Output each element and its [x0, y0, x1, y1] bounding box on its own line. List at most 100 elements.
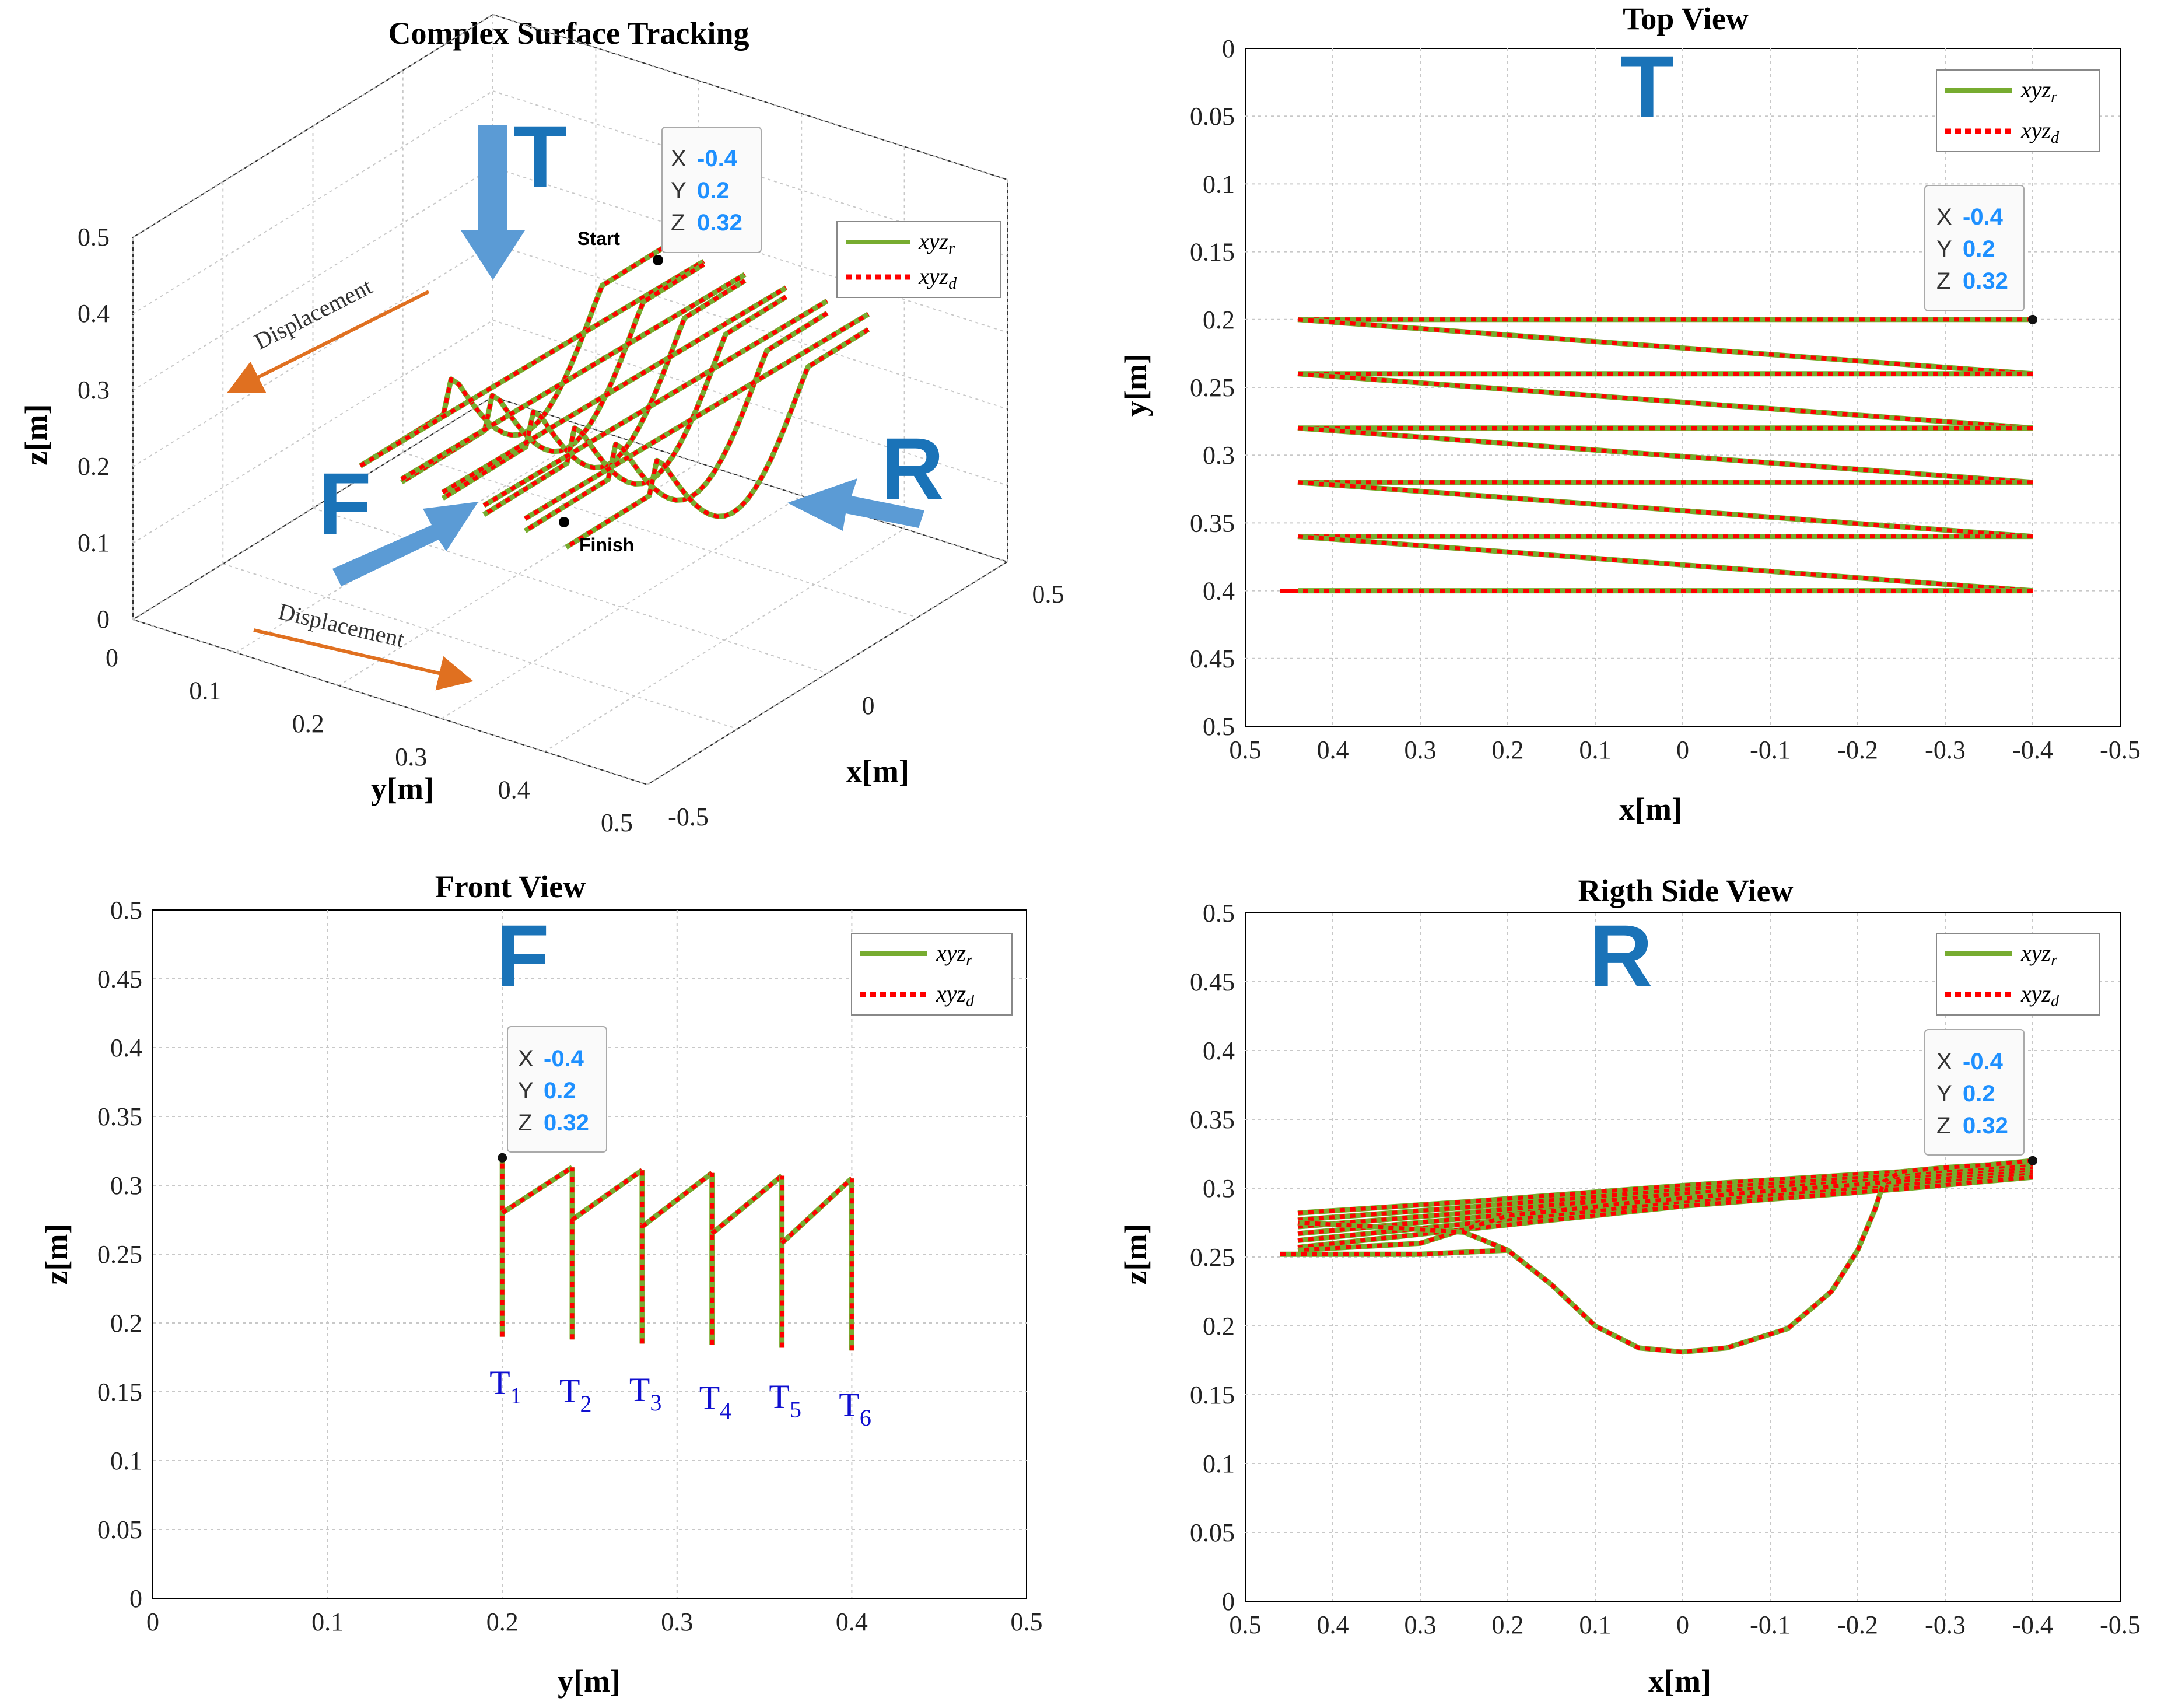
front-view-panel: Front View 0 0.1 0.2 0.3 0.4 0.500.050.10.150… — [39, 869, 1043, 1699]
front-transfer-1-des — [501, 1166, 573, 1215]
top-title: Top View — [1623, 1, 1749, 36]
front-title: Front View — [435, 869, 586, 904]
iso-edge-top-left — [132, 14, 493, 238]
iso-floor-xgrid — [492, 396, 1008, 562]
top-xtick: 0.2 — [1492, 736, 1524, 764]
side-xtick: -0.4 — [2012, 1611, 2053, 1639]
side-ytick: 0.15 — [1190, 1381, 1235, 1409]
iso-track-4-des — [482, 295, 787, 517]
top-ytick: 0.1 — [1203, 170, 1235, 198]
iso-zlabel: z[m] — [19, 404, 54, 466]
side-ytick: 0.25 — [1190, 1243, 1235, 1272]
side-ytick: 0.35 — [1190, 1105, 1235, 1134]
top-xtick: 0.4 — [1317, 736, 1349, 764]
iso-panel: Complex Surface Tracking 0 0.1 0.2 0.3 0.4 0.… — [19, 14, 1064, 837]
top-xtick: -0.3 — [1925, 736, 1966, 764]
front-datatip: X -0.4 Y 0.2 Z 0.32 — [507, 1026, 607, 1153]
side-ytick: 0.1 — [1203, 1450, 1235, 1478]
front-track-label-3: T3 — [629, 1371, 661, 1416]
top-ylabel: y[m] — [1118, 354, 1153, 416]
iso-floor-xgrid — [132, 619, 648, 785]
top-xtick: -0.1 — [1750, 736, 1791, 764]
top-datatip-point — [2028, 314, 2037, 324]
front-ytick: 0.25 — [97, 1240, 142, 1269]
top-grid: 0.5 0.4 0.3 0.2 0.1 0 -0.1 -0.2 -0.3 -0.4 -0.5 0 0.0… — [1190, 34, 2141, 764]
top-transfer-3-des — [1297, 426, 2033, 485]
side-ytick: 0.2 — [1203, 1312, 1235, 1340]
side-dt-x: -0.4 — [1963, 1049, 2004, 1074]
iso-displacement-arrow-bottom — [253, 628, 474, 691]
front-ytick: 0.05 — [97, 1516, 142, 1544]
side-datatip-point — [2028, 1156, 2037, 1166]
top-transfer-1-des — [1297, 317, 2033, 376]
front-xtick: 0.5 — [1011, 1608, 1043, 1636]
front-dt-y: 0.2 — [544, 1078, 576, 1104]
iso-transfer-3-des — [442, 286, 787, 494]
front-ytick: 0.45 — [97, 965, 142, 993]
top-ytick: 0.45 — [1190, 645, 1235, 673]
iso-datatip: X -0.4 Y 0.2 Z 0.32 — [661, 127, 762, 253]
top-dt-xkey: X — [1936, 204, 1952, 230]
iso-displacement-top-label: Displacement — [250, 273, 376, 355]
iso-dt-ykey: Y — [671, 178, 687, 204]
iso-ytick: 0.4 — [498, 775, 530, 804]
front-track-label-6: T6 — [839, 1386, 871, 1431]
iso-start-point — [653, 255, 663, 265]
front-ytick: 0.35 — [97, 1102, 142, 1131]
top-dt-x: -0.4 — [1963, 204, 2004, 230]
iso-displacement-bottom-label: Displacement — [276, 598, 407, 652]
side-dt-y: 0.2 — [1963, 1081, 1995, 1107]
iso-legend-ref: xyzr — [918, 228, 955, 258]
iso-ytick: 0.1 — [189, 677, 221, 705]
iso-wall-back-grid — [492, 14, 1008, 180]
iso-ytick: 0.2 — [292, 709, 324, 738]
top-transfer-4-des — [1297, 480, 2033, 539]
front-grid: 0 0.1 0.2 0.3 0.4 0.5 0 0.05 0.1 0.15 0.2 0.25 0.3 0.… — [97, 896, 1043, 1636]
top-dt-z: 0.32 — [1963, 268, 2008, 294]
iso-ytick: 0 — [106, 643, 118, 672]
top-dt-y: 0.2 — [1963, 236, 1995, 262]
top-xtick: -0.2 — [1837, 736, 1878, 764]
side-xtick: 0.5 — [1230, 1611, 1262, 1639]
iso-ztick: 0.4 — [78, 299, 110, 328]
side-dt-ykey: Y — [1936, 1081, 1952, 1107]
top-xtick: 0.1 — [1579, 736, 1612, 764]
front-dt-ykey: Y — [518, 1078, 534, 1104]
front-xtick: 0.4 — [836, 1608, 868, 1636]
front-datatip-point — [498, 1153, 507, 1163]
side-xtick: 0.2 — [1492, 1611, 1524, 1639]
iso-xtick: 0.5 — [1032, 580, 1064, 608]
iso-finish-label: Finish — [579, 534, 634, 555]
side-view-panel: Rigth Side View 0.5 0.4 0.3 0.2 0.1 0 -0.1 -0.2… — [1118, 873, 2141, 1699]
iso-top-view-arrow — [461, 125, 525, 280]
side-upper-6-ref — [1297, 1174, 2033, 1250]
front-track-label-2: T2 — [559, 1372, 591, 1417]
front-ytick: 0.15 — [97, 1378, 142, 1406]
side-title: Rigth Side View — [1578, 873, 1793, 908]
front-track-labels: T1 T2 T3 T4 T5 T6 — [489, 1364, 871, 1431]
iso-wall-left-grid — [132, 243, 493, 467]
side-xtick: 0.1 — [1579, 1611, 1612, 1639]
iso-floor-xgrid — [402, 452, 918, 618]
iso-axes-box — [132, 14, 1008, 785]
iso-transfer-1-des — [359, 259, 705, 468]
top-xtick: -0.4 — [2012, 736, 2053, 764]
iso-right-view-marker: R — [881, 419, 944, 517]
front-ytick: 0.1 — [110, 1447, 142, 1475]
iso-top-view-marker: T — [513, 107, 567, 205]
front-view-marker: F — [496, 907, 549, 1005]
front-ytick: 0.5 — [110, 896, 142, 925]
iso-start-label: Start — [577, 228, 620, 249]
side-legend: xyzr xyzd — [1936, 933, 2100, 1016]
top-xtick: 0 — [1676, 736, 1689, 764]
iso-ytick: 0.3 — [395, 743, 427, 771]
front-ytick: 0 — [129, 1584, 142, 1613]
front-ytick: 0.3 — [110, 1171, 142, 1200]
top-datatip: X -0.4 Y 0.2 Z 0.32 — [1924, 185, 2025, 312]
front-xtick: 0.2 — [486, 1608, 519, 1636]
iso-title: Complex Surface Tracking — [388, 16, 749, 51]
iso-wall-left-grid — [132, 90, 493, 314]
front-legend: xyzr xyzd — [851, 933, 1013, 1016]
iso-transfer-5-des — [524, 312, 870, 521]
